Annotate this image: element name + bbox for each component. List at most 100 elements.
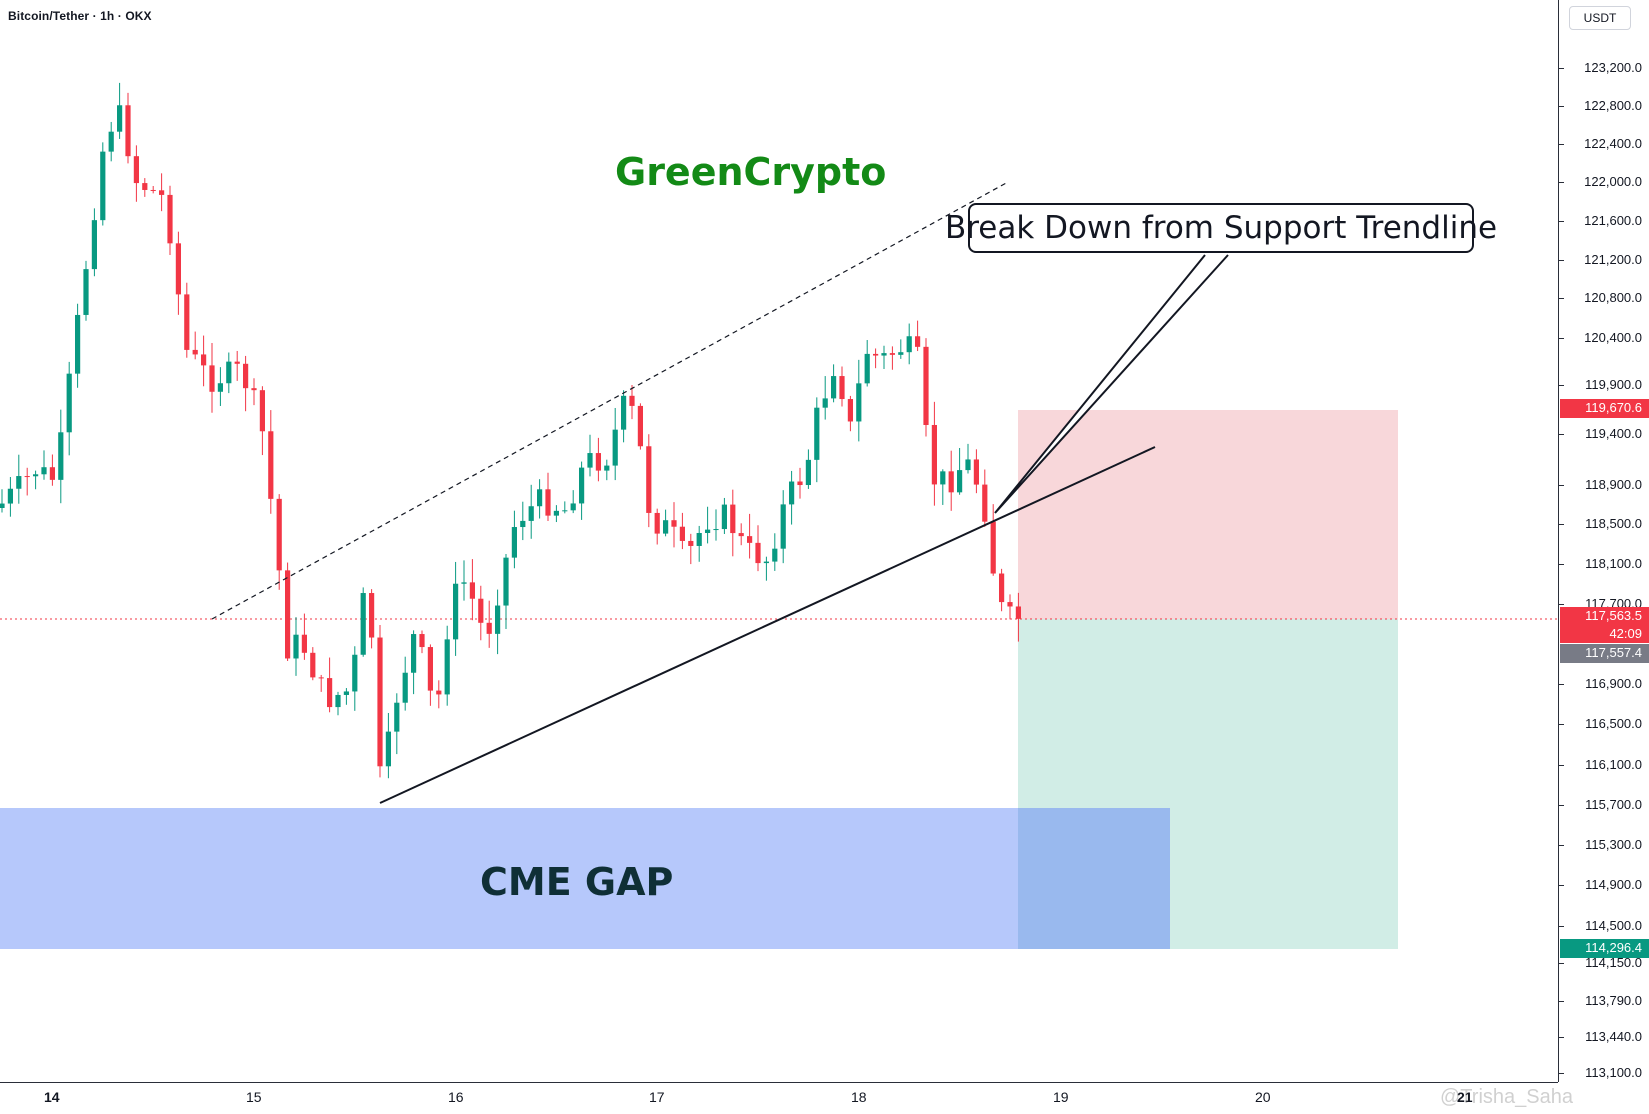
candle-body — [234, 361, 240, 364]
candle-body — [377, 637, 383, 767]
candle-body — [822, 398, 828, 408]
candle-body — [411, 634, 417, 673]
candle-body — [243, 363, 249, 389]
candle-body — [503, 557, 509, 606]
callout-pointer — [994, 254, 1229, 514]
price-chart[interactable] — [0, 0, 1558, 1082]
price-tick: 121,600.0 — [1559, 213, 1649, 228]
candle-body — [864, 353, 870, 384]
time-axis[interactable]: 14 15 16 17 18 19 20 21 — [0, 1082, 1558, 1114]
candle-body — [184, 294, 190, 350]
price-tick: 120,400.0 — [1559, 330, 1649, 345]
candle-body — [1015, 606, 1021, 619]
author-watermark: @Trisha_Saha — [1440, 1086, 1573, 1108]
candle-body — [797, 481, 803, 486]
candle-body — [948, 471, 954, 493]
cme-gap-zone[interactable] — [0, 808, 1170, 949]
date-tick: 15 — [246, 1089, 262, 1105]
candle-body — [100, 151, 106, 221]
candle-body — [142, 183, 148, 190]
symbol-title[interactable]: Bitcoin/Tether · 1h · OKX — [8, 9, 152, 23]
price-tick: 123,200.0 — [1559, 60, 1649, 75]
date-tick: 19 — [1053, 1089, 1069, 1105]
candle-body — [33, 474, 39, 477]
price-tick: 116,500.0 — [1559, 716, 1649, 731]
price-tick: 119,900.0 — [1559, 377, 1649, 392]
currency-button[interactable]: USDT — [1569, 6, 1631, 30]
stop-price-badge[interactable]: 119,670.6 — [1560, 399, 1649, 418]
candle-body — [301, 634, 307, 653]
candle-body — [553, 510, 559, 516]
candle-body — [814, 407, 820, 460]
price-tick: 122,000.0 — [1559, 174, 1649, 189]
last-price-badge[interactable]: 117,563.5 42:09 — [1560, 607, 1649, 643]
candle-body — [58, 432, 64, 480]
candle-body — [75, 314, 81, 374]
candle-body — [251, 388, 257, 391]
candle-body — [310, 652, 316, 678]
cme-gap-label: CME GAP — [480, 860, 674, 904]
price-tick: 115,700.0 — [1559, 797, 1649, 812]
price-tick: 119,400.0 — [1559, 426, 1649, 441]
candle-body — [394, 702, 400, 732]
price-tick: 122,400.0 — [1559, 136, 1649, 151]
candle-body — [679, 526, 685, 541]
candle-body — [327, 678, 333, 708]
candle-body — [268, 431, 274, 499]
bar-countdown: 42:09 — [1609, 626, 1642, 641]
candle-body — [898, 352, 904, 355]
candle-body — [595, 453, 601, 471]
candle-body — [621, 395, 627, 430]
candle-body — [671, 520, 677, 527]
candle-body — [66, 373, 72, 433]
cme-gap-overlap — [1018, 808, 1170, 949]
candle-body — [562, 510, 568, 512]
candle-body — [957, 470, 963, 493]
candle-body — [159, 190, 165, 195]
candle-body — [654, 512, 660, 534]
prev-close-badge[interactable]: 117,557.4 — [1560, 644, 1649, 663]
date-tick: 20 — [1255, 1089, 1271, 1105]
price-axis[interactable]: USDT 123,200.0 122,800.0 122,400.0 122,0… — [1558, 0, 1649, 1082]
candle-body — [16, 476, 22, 489]
candle-body — [293, 634, 299, 659]
candle-body — [453, 583, 459, 640]
candle-body — [738, 533, 744, 537]
candle-body — [108, 131, 114, 152]
candle-body — [999, 573, 1005, 603]
trendline-callout[interactable]: Break Down from Support Trendline — [945, 203, 1497, 253]
chart-plot-area[interactable]: Bitcoin/Tether · 1h · OKX GreenCrypto Br… — [0, 0, 1558, 1082]
candle-body — [873, 353, 879, 356]
support-trendline[interactable] — [379, 446, 1156, 804]
date-tick: 21 — [1457, 1089, 1473, 1105]
candle-body — [360, 593, 366, 655]
price-tick: 118,900.0 — [1559, 477, 1649, 492]
candle-body — [528, 506, 534, 521]
price-tick: 116,900.0 — [1559, 676, 1649, 691]
candle-body — [276, 498, 282, 571]
candle-body — [83, 269, 89, 315]
candle-body — [973, 459, 979, 485]
price-tick: 114,900.0 — [1559, 877, 1649, 892]
candle-body — [780, 504, 786, 549]
candle-body — [763, 561, 769, 564]
candle-body — [461, 582, 467, 584]
candle-body — [579, 467, 585, 504]
stop-loss-zone[interactable] — [1018, 410, 1398, 619]
candle-body — [478, 598, 484, 623]
candle-body — [486, 622, 492, 634]
candle-body — [721, 504, 727, 530]
candle-body — [117, 105, 123, 132]
candle-body — [705, 529, 711, 533]
candle-body — [856, 383, 862, 422]
candle-body — [7, 488, 13, 504]
target-price-badge[interactable]: 114,296.4 — [1560, 939, 1649, 958]
candle-body — [889, 353, 895, 355]
candle-body — [133, 156, 139, 184]
brand-label: GreenCrypto — [615, 150, 887, 194]
price-tick: 115,300.0 — [1559, 837, 1649, 852]
candle-body — [352, 654, 358, 692]
price-tick: 118,500.0 — [1559, 516, 1649, 531]
upper-channel-line[interactable] — [211, 181, 1009, 620]
